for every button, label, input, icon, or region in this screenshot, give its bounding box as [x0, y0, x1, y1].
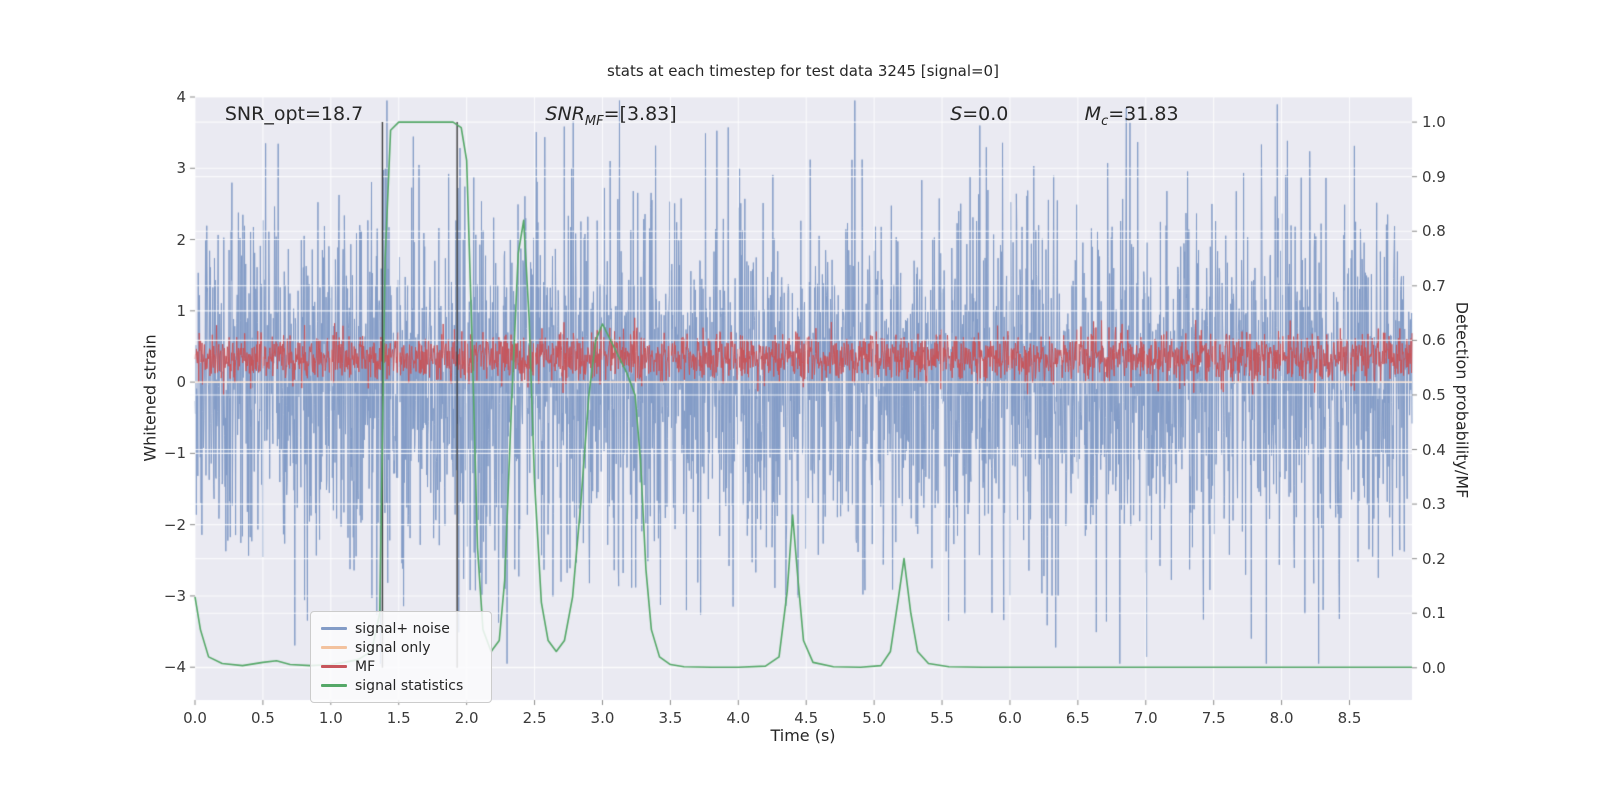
annotation-subscript: c: [1101, 113, 1109, 129]
legend-item-signal-statistics[interactable]: signal statistics: [321, 676, 481, 695]
annotation-text: S: [950, 103, 963, 125]
y-left-tick-label: 0: [176, 373, 186, 392]
annotation-snr-opt: SNR_opt=18.7: [225, 103, 363, 125]
annotation-text: M: [1084, 103, 1102, 125]
y-left-tick-label: −2: [163, 515, 186, 534]
annotation-mc: Mc=31.83: [1085, 103, 1179, 129]
annotation-s: S=0.0: [950, 103, 1008, 129]
y-right-tick-label: 0.7: [1422, 276, 1446, 295]
x-tick-label: 0.5: [250, 709, 275, 727]
annotation-text: SNR: [545, 103, 585, 125]
y-axis-label-right: Detection probability/MF: [1452, 301, 1472, 499]
legend[interactable]: signal+ noise signal only MF signal stat…: [310, 611, 492, 703]
x-tick-label: 3.0: [590, 709, 615, 727]
legend-label-signal-noise: signal+ noise: [355, 620, 450, 637]
legend-swatch-signal-noise: [321, 627, 347, 630]
x-tick-label: 7.5: [1201, 709, 1226, 727]
x-tick-label: 1.5: [386, 709, 411, 727]
annotation-snr-mf: SNRMF=[3.83]: [545, 103, 676, 129]
y-right-tick-label: 0.0: [1422, 658, 1446, 677]
annotation-text: =[3.83]: [603, 103, 677, 125]
x-tick-label: 2.0: [454, 709, 479, 727]
x-tick-label: 8.5: [1337, 709, 1362, 727]
x-tick-label: 0.0: [183, 709, 207, 727]
x-axis-label: Time (s): [770, 726, 836, 745]
y-left-tick-label: 2: [176, 230, 186, 249]
y-axis-label-left: Whitened strain: [140, 334, 160, 462]
legend-label-signal-statistics: signal statistics: [355, 677, 464, 694]
y-right-tick-label: 0.4: [1422, 440, 1446, 459]
legend-item-signal-noise[interactable]: signal+ noise: [321, 619, 481, 638]
legend-label-mf: MF: [355, 658, 376, 675]
y-right-tick-label: 1.0: [1422, 113, 1446, 132]
legend-swatch-signal-statistics: [321, 684, 347, 687]
x-tick-label: 5.5: [930, 709, 954, 727]
x-tick-label: 3.5: [658, 709, 683, 727]
y-left-tick-label: −1: [163, 444, 186, 463]
y-left-tick-label: 3: [176, 159, 186, 178]
legend-label-signal-only: signal only: [355, 639, 431, 656]
x-tick-label: 8.0: [1269, 709, 1294, 727]
y-right-tick-label: 0.2: [1422, 549, 1446, 568]
y-left-tick-label: −3: [163, 586, 186, 605]
legend-swatch-signal-only: [321, 646, 347, 649]
y-right-tick-label: 0.6: [1422, 331, 1446, 350]
y-left-tick-label: 4: [176, 88, 186, 106]
x-tick-label: 7.0: [1133, 709, 1158, 727]
y-right-tick-label: 0.3: [1422, 495, 1446, 514]
x-tick-label: 2.5: [522, 709, 547, 727]
annotation-text: =31.83: [1108, 103, 1179, 125]
x-tick-label: 5.0: [862, 709, 887, 727]
chart-title: stats at each timestep for test data 324…: [607, 62, 999, 80]
y-right-tick-label: 0.5: [1422, 385, 1446, 404]
annotation-text: SNR_opt=18.7: [224, 103, 364, 125]
y-right-tick-label: 0.8: [1422, 222, 1446, 241]
x-tick-label: 4.0: [726, 709, 751, 727]
x-tick-label: 6.5: [1065, 709, 1090, 727]
legend-swatch-mf: [321, 665, 347, 668]
legend-item-mf[interactable]: MF: [321, 657, 481, 676]
legend-item-signal-only[interactable]: signal only: [321, 638, 481, 657]
x-tick-label: 1.0: [318, 709, 343, 727]
x-tick-label: 6.0: [998, 709, 1022, 727]
y-right-tick-label: 0.1: [1422, 604, 1446, 623]
y-left-tick-label: 1: [176, 301, 186, 320]
y-right-tick-label: 0.9: [1422, 167, 1446, 186]
x-tick-label: 4.5: [794, 709, 819, 727]
annotation-text: =0.0: [962, 103, 1009, 125]
annotation-subscript: MF: [584, 113, 604, 129]
y-left-tick-label: −4: [163, 658, 186, 677]
